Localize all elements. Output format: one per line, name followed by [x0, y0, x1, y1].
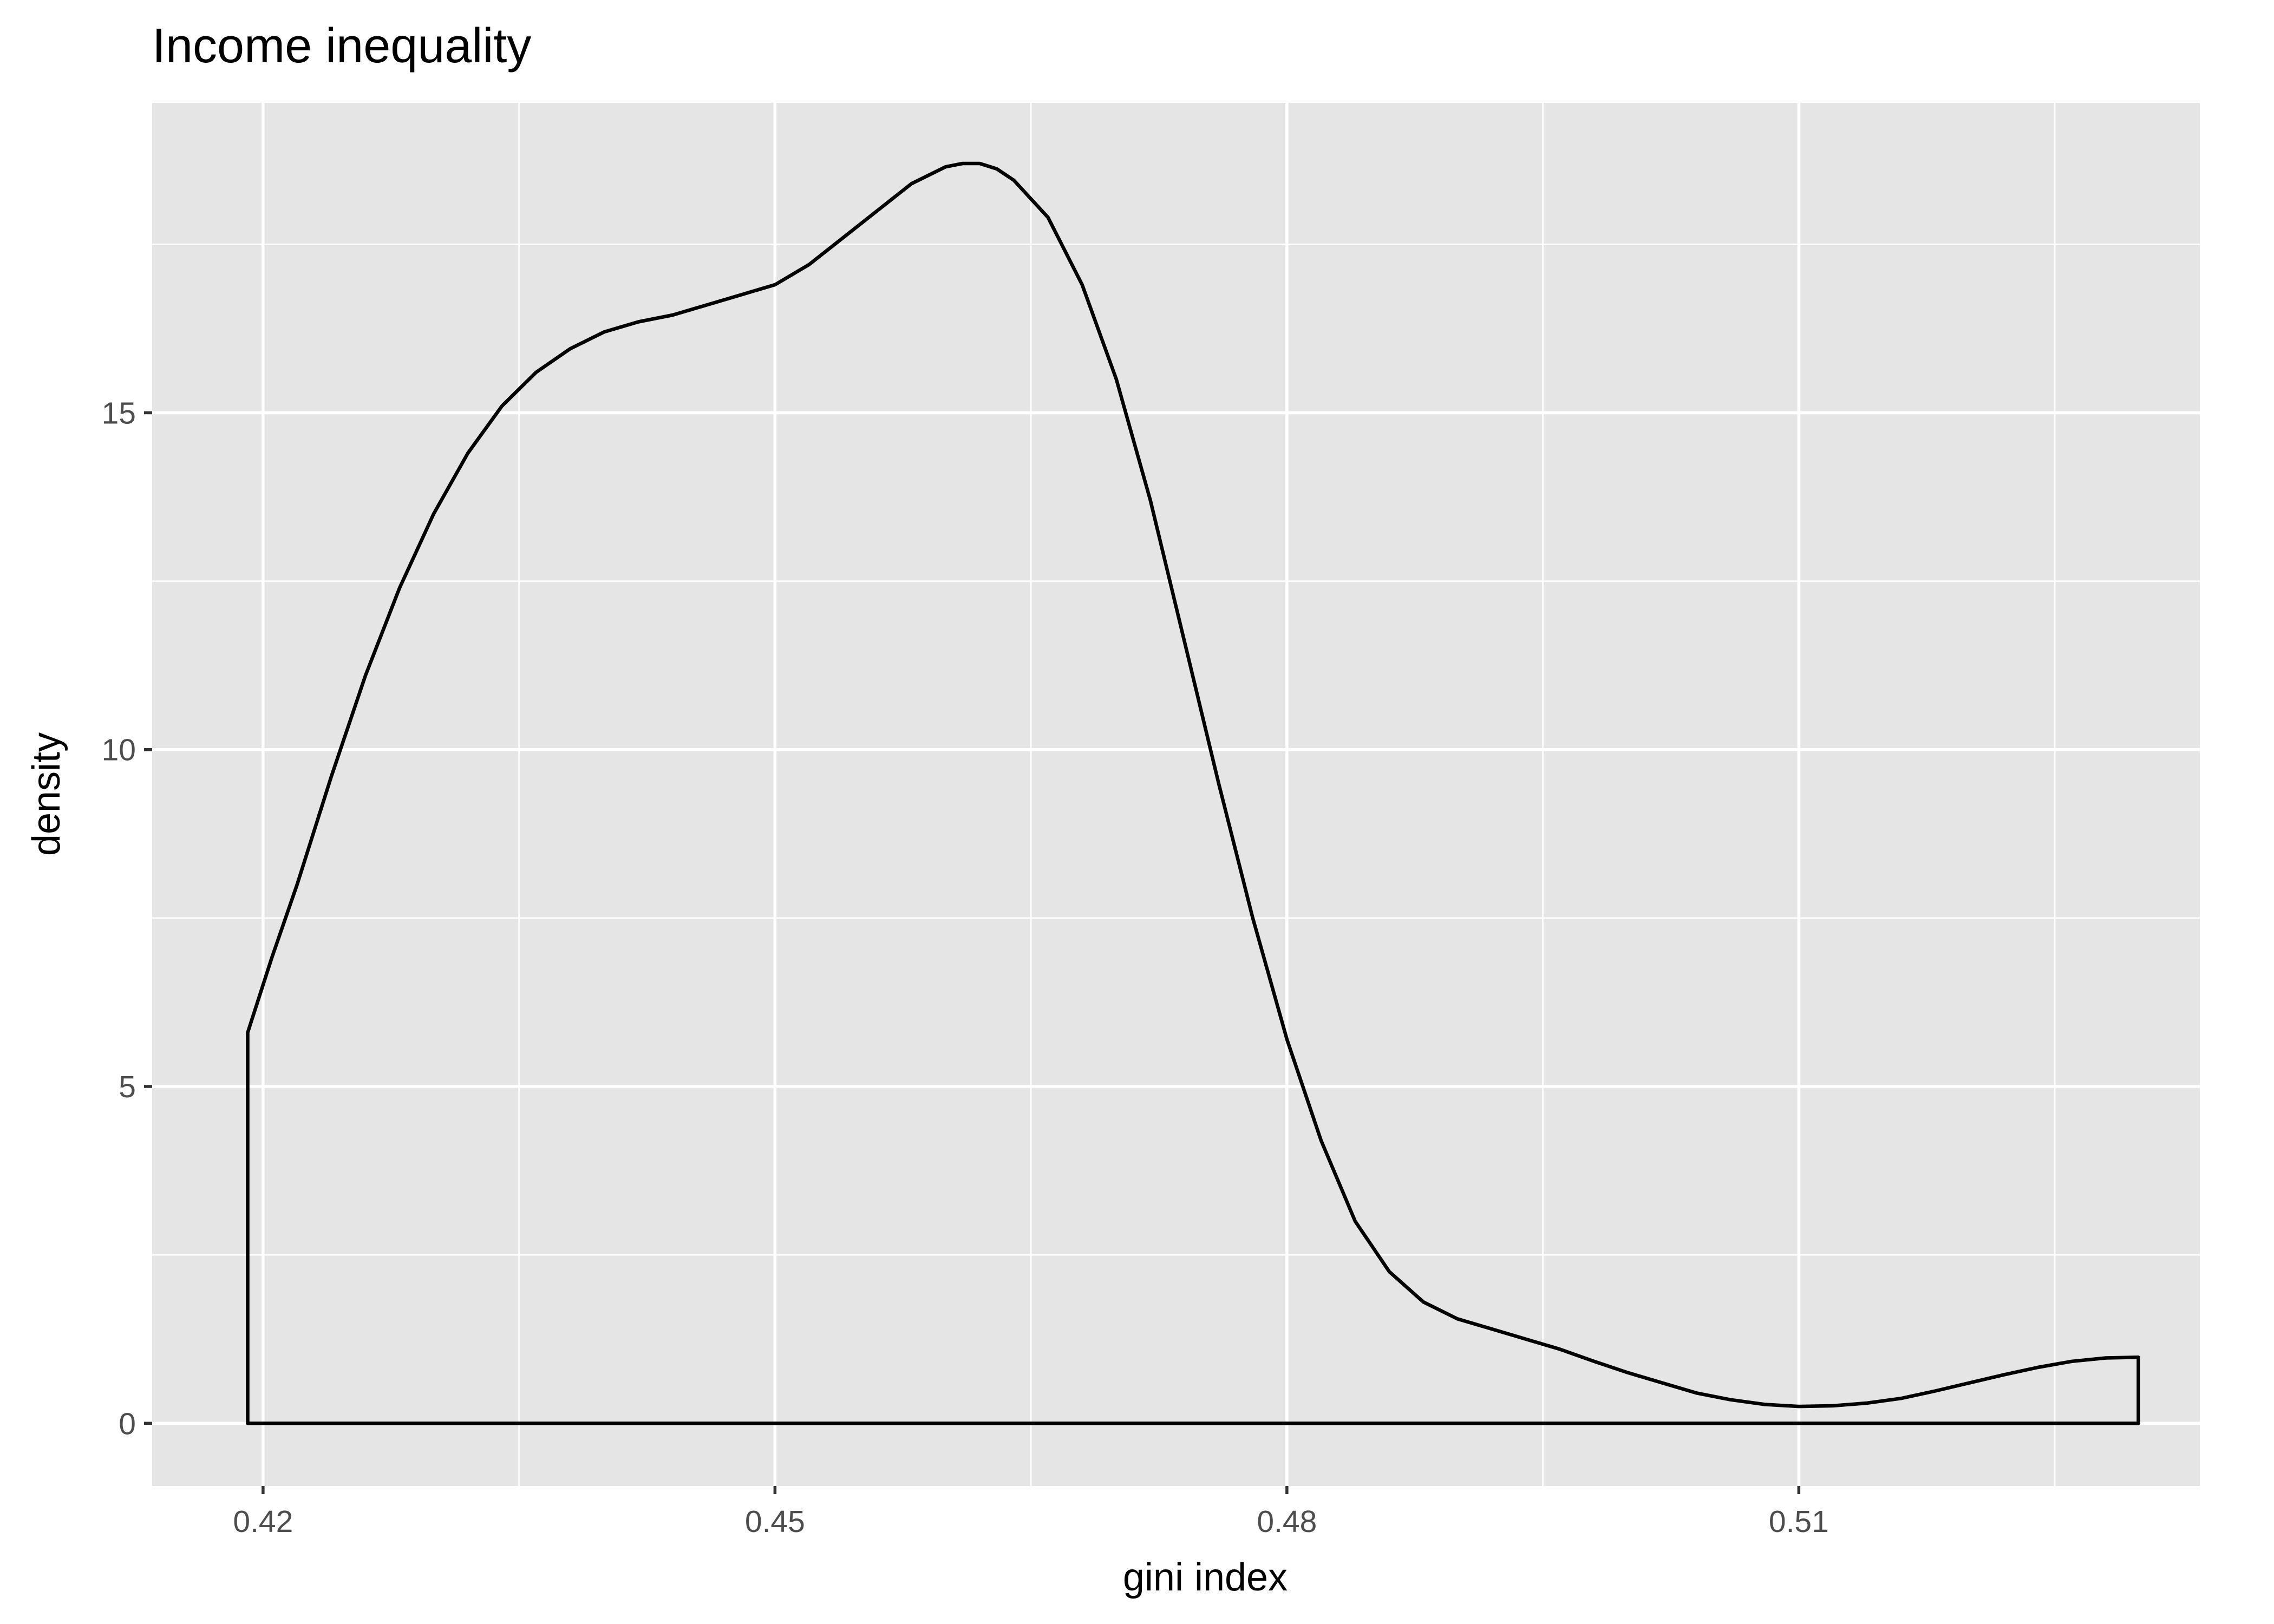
minor-grid	[152, 103, 2200, 1486]
x-tick-label: 0.42	[233, 1504, 293, 1539]
density-curve	[246, 161, 2140, 1425]
plot-panel	[152, 103, 2200, 1486]
x-tick-label: 0.45	[745, 1504, 805, 1539]
x-axis-title: gini index	[1123, 1556, 1288, 1599]
y-tick-label: 0	[119, 1406, 136, 1441]
y-axis-title: density	[25, 732, 68, 856]
y-tick-label: 10	[102, 733, 136, 768]
y-axis: 0 5 10 15	[102, 396, 152, 1441]
y-tick-label: 5	[119, 1070, 136, 1104]
y-tick-label: 15	[102, 396, 136, 430]
chart-title: Income inequality	[152, 19, 531, 73]
x-axis: 0.42 0.45 0.48 0.51	[233, 1486, 1829, 1539]
x-tick-label: 0.48	[1257, 1504, 1317, 1539]
x-tick-label: 0.51	[1769, 1504, 1829, 1539]
